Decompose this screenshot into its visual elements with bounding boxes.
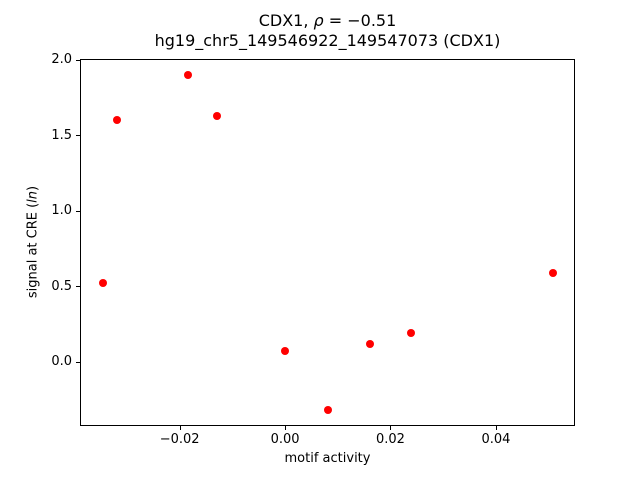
- y-tick-mark: [76, 286, 80, 288]
- data-point: [281, 347, 290, 356]
- rho-symbol: ρ: [313, 11, 324, 30]
- y-tick-mark: [76, 210, 80, 212]
- data-point: [324, 406, 333, 415]
- y-tick-label: 0.5: [51, 278, 72, 294]
- y-tick-label: 2.0: [51, 52, 72, 68]
- y-tick-label: 0.0: [51, 354, 72, 370]
- x-tick-label: 0.04: [481, 432, 511, 447]
- chart-title-line1: CDX1, ρ = −0.51: [80, 11, 575, 31]
- chart-title-line1-pre: CDX1,: [258, 11, 314, 30]
- chart-subtitle: hg19_chr5_149546922_149547073 (CDX1): [154, 31, 501, 50]
- y-axis-label-post: ): [25, 185, 41, 191]
- data-point: [365, 339, 374, 348]
- y-tick-label: 1.0: [51, 203, 72, 219]
- chart-title: CDX1, ρ = −0.51 hg19_chr5_149546922_1495…: [80, 11, 575, 51]
- x-tick-mark: [495, 426, 497, 430]
- x-tick-label: −0.02: [159, 432, 200, 447]
- y-tick-mark: [76, 135, 80, 137]
- x-tick-mark: [390, 426, 392, 430]
- y-tick-mark: [76, 59, 80, 61]
- data-point: [113, 116, 122, 125]
- x-tick-mark: [179, 426, 181, 430]
- data-point: [406, 329, 415, 338]
- x-axis-label: motif activity: [284, 451, 371, 466]
- data-point: [548, 268, 557, 277]
- data-point: [98, 279, 107, 288]
- y-tick-label: 1.5: [51, 127, 72, 143]
- y-tick-mark: [76, 361, 80, 363]
- x-tick-mark: [285, 426, 287, 430]
- data-point: [212, 111, 221, 120]
- y-axis-label-italic: ln: [25, 190, 41, 203]
- data-point: [184, 71, 193, 79]
- x-tick-label: 0.00: [270, 432, 300, 447]
- plot-area: [80, 59, 575, 426]
- x-tick-label: 0.02: [376, 432, 405, 447]
- chart-title-line1-post: = −0.51: [323, 11, 397, 30]
